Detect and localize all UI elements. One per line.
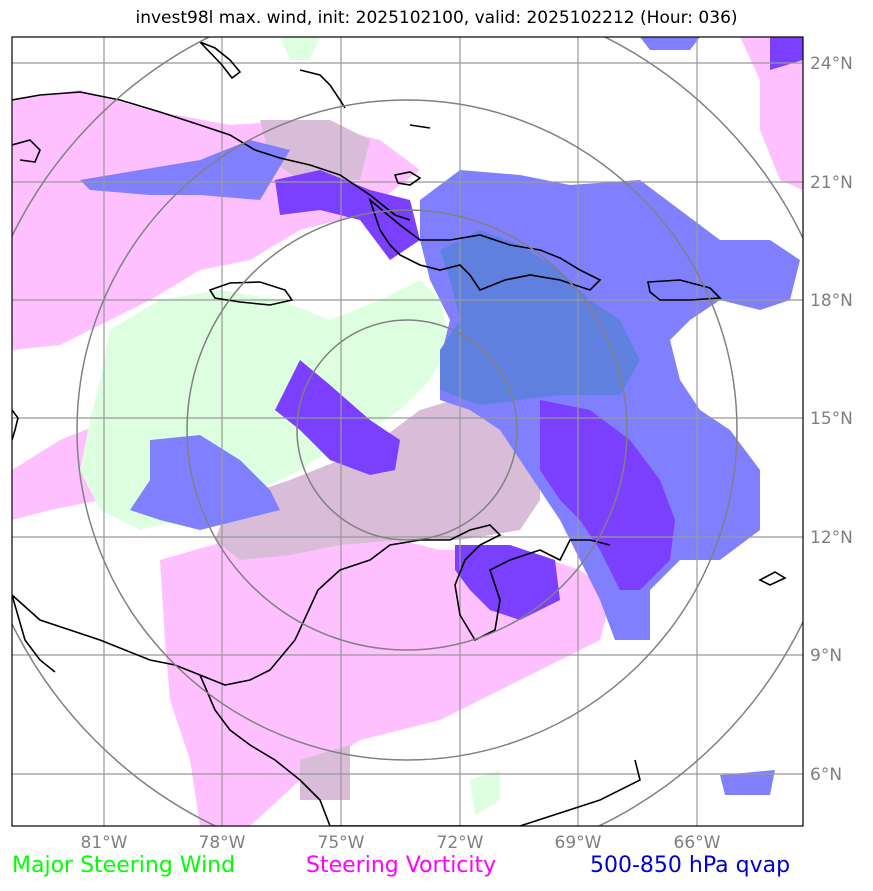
qvap-region <box>640 37 700 50</box>
qvap-overlap-region <box>440 230 640 405</box>
lat-tick: 18°N <box>810 291 853 311</box>
qvap-strong-regions <box>275 37 803 620</box>
lat-tick-labels: 24°N 21°N 18°N 15°N 12°N 9°N 6°N <box>810 54 853 785</box>
lon-tick: 78°W <box>199 833 246 853</box>
coastlines <box>12 41 787 826</box>
lat-tick: 15°N <box>810 409 853 429</box>
plot-frame <box>11 36 804 827</box>
qvap-region <box>80 140 290 200</box>
lat-tick: 6°N <box>810 765 842 785</box>
gridlines <box>12 37 803 826</box>
qvap-region <box>130 435 280 530</box>
lat-tick: 9°N <box>810 646 842 666</box>
lon-tick: 75°W <box>318 833 365 853</box>
overlap-region <box>260 120 370 180</box>
lon-tick: 72°W <box>437 833 484 853</box>
lon-tick-labels: 81°W 78°W 75°W 72°W 69°W 66°W <box>81 833 721 853</box>
legend-steering-vorticity: Steering Vorticity <box>306 853 497 878</box>
lat-tick: 21°N <box>810 173 853 193</box>
lat-tick: 24°N <box>810 54 853 74</box>
legend-steering-wind: Major Steering Wind <box>12 853 236 878</box>
wind-region <box>470 770 500 815</box>
lon-tick: 69°W <box>555 833 602 853</box>
qvap-strong-region <box>455 545 560 620</box>
qvap-overlap-regions <box>440 230 640 405</box>
qvap-region <box>720 770 775 795</box>
range-rings <box>12 37 803 826</box>
wind-region <box>280 37 320 60</box>
qvap-strong-region <box>275 170 420 260</box>
legend-qvap: 500-850 hPa qvap <box>590 853 791 878</box>
qvap-strong-region <box>540 400 675 590</box>
overlap-region <box>215 395 540 560</box>
map-title: invest98l max. wind, init: 2025102100, v… <box>135 8 738 28</box>
vorticity-region <box>740 37 803 190</box>
overlap-regions <box>215 120 540 800</box>
lon-tick: 66°W <box>674 833 721 853</box>
lon-tick: 81°W <box>81 833 128 853</box>
overlap-region <box>300 745 350 800</box>
lat-tick: 12°N <box>810 528 853 548</box>
qvap-strong-region <box>770 37 803 70</box>
